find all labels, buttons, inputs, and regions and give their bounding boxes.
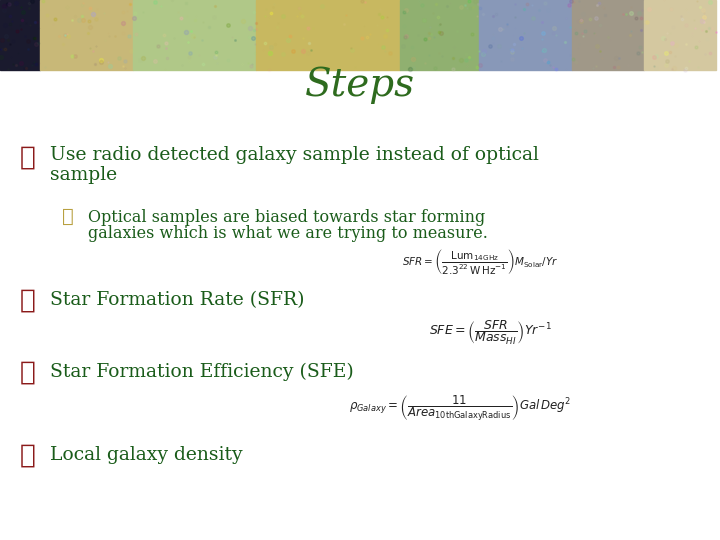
- Text: $SFR = \left(\dfrac{\mathrm{Lum_{14GHz}}}{2.3^{22}\,\mathrm{W\,Hz}^{-1}}\right)M: $SFR = \left(\dfrac{\mathrm{Lum_{14GHz}}…: [402, 247, 558, 276]
- Bar: [400, 0, 479, 70]
- Bar: [644, 0, 716, 70]
- Text: Optical samples are biased towards star forming: Optical samples are biased towards star …: [88, 208, 485, 226]
- Text: Local galaxy density: Local galaxy density: [50, 446, 243, 464]
- Text: Use radio detected galaxy sample instead of optical: Use radio detected galaxy sample instead…: [50, 146, 539, 164]
- Bar: [133, 0, 256, 70]
- Text: ☆: ☆: [20, 287, 36, 313]
- Text: Steps: Steps: [305, 66, 415, 104]
- Bar: [0, 0, 40, 70]
- Text: $\rho_{Galaxy} = \left(\dfrac{11}{Area_{\mathrm{10thGalaxyRadius}}}\right)Gal\,D: $\rho_{Galaxy} = \left(\dfrac{11}{Area_{…: [348, 393, 571, 423]
- Bar: [479, 0, 572, 70]
- Text: ☆: ☆: [20, 442, 36, 468]
- Text: ☆: ☆: [62, 208, 74, 226]
- Text: $SFE = \left(\dfrac{SFR}{Mass_{HI}}\right)Yr^{-1}$: $SFE = \left(\dfrac{SFR}{Mass_{HI}}\righ…: [428, 319, 552, 347]
- Text: Star Formation Efficiency (SFE): Star Formation Efficiency (SFE): [50, 363, 354, 381]
- Text: ☆: ☆: [20, 145, 36, 170]
- Text: ☆: ☆: [20, 360, 36, 384]
- Bar: [572, 0, 644, 70]
- Text: sample: sample: [50, 166, 117, 184]
- Text: galaxies which is what we are trying to measure.: galaxies which is what we are trying to …: [88, 225, 488, 241]
- Bar: [256, 0, 400, 70]
- Text: Star Formation Rate (SFR): Star Formation Rate (SFR): [50, 291, 305, 309]
- Bar: [40, 0, 133, 70]
